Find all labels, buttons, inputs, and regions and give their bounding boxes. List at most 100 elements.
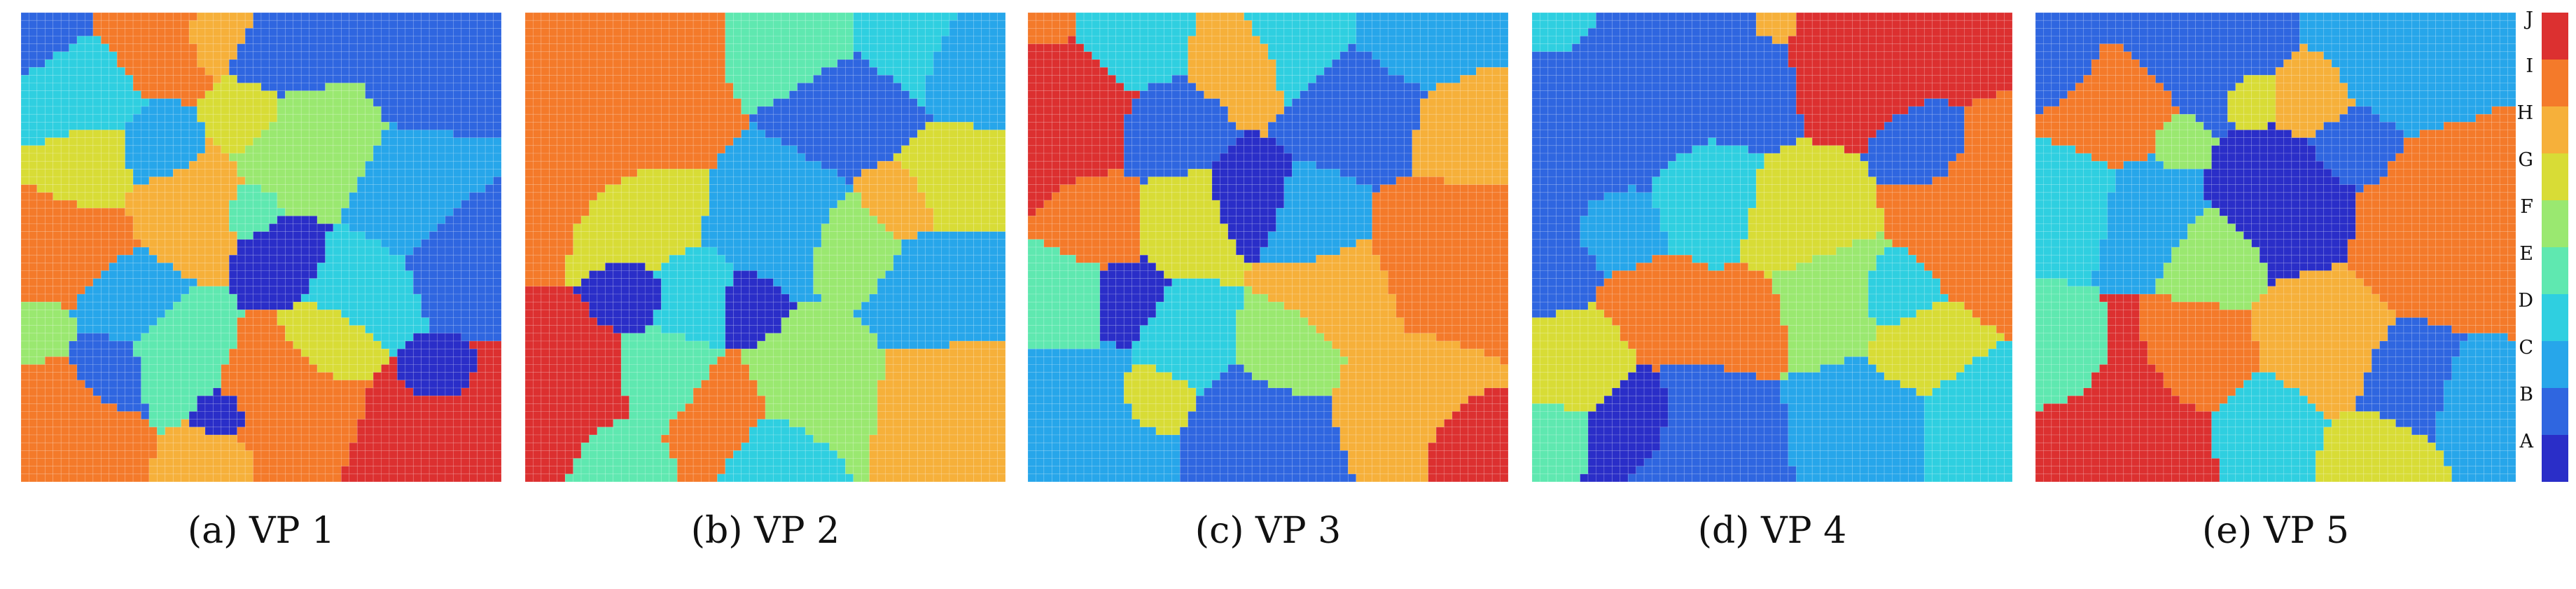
heatmap-cell [965, 153, 974, 162]
heatmap-cell [116, 403, 125, 412]
heatmap-cell [221, 411, 230, 420]
heatmap-cell [125, 325, 134, 334]
heatmap-cell [421, 20, 430, 29]
heatmap-cell [773, 67, 782, 76]
heatmap-cell [453, 254, 462, 263]
heatmap-cell [148, 466, 158, 475]
heatmap-cell [148, 395, 158, 404]
heatmap-cell [109, 176, 118, 186]
heatmap-cell [293, 473, 302, 482]
heatmap-cell [333, 239, 342, 248]
heatmap-cell [493, 122, 501, 130]
heatmap-cell [525, 67, 534, 76]
heatmap-cell [461, 113, 470, 123]
heatmap-cell [989, 36, 998, 45]
heatmap-cell [141, 348, 150, 357]
heatmap-cell [837, 169, 846, 177]
heatmap-cell [172, 364, 182, 373]
heatmap-cell [244, 427, 253, 436]
heatmap-cell [381, 113, 390, 123]
heatmap-cell [541, 20, 550, 29]
heatmap-cell [204, 254, 214, 263]
heatmap-cell [132, 67, 141, 76]
heatmap-cell [125, 223, 134, 233]
heatmap-cell [620, 130, 629, 139]
heatmap-cell [373, 160, 382, 169]
heatmap-cell [981, 98, 990, 107]
heatmap-cell [485, 411, 494, 420]
heatmap-cell [373, 293, 382, 303]
heatmap-cell [468, 20, 478, 29]
heatmap-cell [717, 153, 726, 162]
heatmap-cell [269, 137, 278, 146]
heatmap-cell [461, 270, 470, 279]
heatmap-cell [885, 153, 894, 162]
heatmap-cell [269, 239, 278, 248]
heatmap-cell [132, 473, 141, 482]
heatmap-cell [749, 36, 758, 45]
heatmap-cell [44, 36, 54, 45]
heatmap-cell [589, 20, 598, 29]
heatmap-cell [53, 419, 62, 428]
heatmap-cell [813, 106, 822, 115]
heatmap-cell [316, 450, 326, 459]
heatmap-cell [429, 184, 438, 193]
heatmap-cell [260, 395, 270, 404]
heatmap-cell [293, 207, 302, 216]
heatmap-cell [853, 90, 862, 99]
heatmap-cell [701, 13, 710, 21]
heatmap-cell [405, 301, 414, 310]
heatmap-cell [412, 419, 422, 428]
heatmap-cell [805, 106, 814, 115]
heatmap-cell [309, 466, 318, 475]
heatmap-cell [76, 28, 85, 36]
heatmap-cell [493, 200, 501, 209]
heatmap-cell [221, 216, 230, 224]
heatmap-cell [709, 169, 718, 177]
heatmap-cell [709, 13, 718, 21]
heatmap-cell [237, 286, 246, 295]
heatmap-cell [949, 130, 958, 139]
heatmap-cell [901, 20, 910, 29]
heatmap-cell [69, 403, 78, 412]
heatmap-cell [925, 36, 934, 45]
heatmap-cell [244, 450, 253, 459]
heatmap-cell [421, 450, 430, 459]
heatmap-cell [341, 184, 350, 193]
heatmap-cell [44, 380, 54, 389]
heatmap-cell [813, 184, 822, 193]
heatmap-cell [573, 153, 582, 162]
heatmap-cell [44, 434, 54, 443]
heatmap-cell [589, 113, 598, 123]
heatmap-cell [981, 169, 990, 177]
heatmap-cell [493, 286, 501, 295]
heatmap-cell [293, 387, 302, 396]
heatmap-cell [109, 395, 118, 404]
heatmap-cell [949, 20, 958, 29]
heatmap-cell [941, 169, 950, 177]
heatmap-cell [109, 372, 118, 381]
heatmap-cell [260, 20, 270, 29]
heatmap-cell [461, 442, 470, 451]
heatmap-cell [813, 59, 822, 68]
heatmap-cell [213, 263, 222, 271]
heatmap-cell [165, 28, 174, 36]
heatmap-cell [244, 51, 253, 60]
heatmap-cell [645, 169, 654, 177]
heatmap-cell [412, 28, 422, 36]
heatmap-cell [221, 372, 230, 381]
heatmap-cell [85, 286, 94, 295]
heatmap-cell [213, 192, 222, 201]
heatmap-cell [429, 364, 438, 373]
heatmap-cell [253, 83, 262, 92]
heatmap-cell [692, 83, 702, 92]
heatmap-cell [237, 254, 246, 263]
heatmap-cell [21, 340, 29, 349]
heatmap-cell [237, 473, 246, 482]
heatmap-cell [493, 67, 501, 76]
heatmap-cell [405, 13, 414, 21]
heatmap-cell [60, 364, 69, 373]
heatmap-cell [373, 286, 382, 295]
heatmap-cell [293, 356, 302, 365]
heatmap-cell [284, 442, 294, 451]
